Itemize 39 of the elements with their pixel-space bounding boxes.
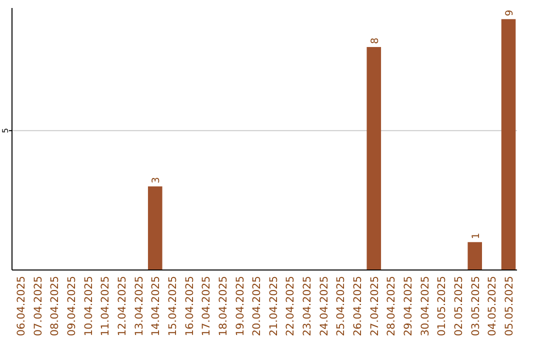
x-tick-label: 19.04.2025 xyxy=(234,276,246,336)
bar xyxy=(468,242,482,270)
x-tick-label: 17.04.2025 xyxy=(200,276,213,336)
x-tick-label: 27.04.2025 xyxy=(368,276,381,336)
x-tick-label: 01.05.2025 xyxy=(436,276,448,336)
x-tick-label: 24.04.2025 xyxy=(318,276,330,336)
x-tick-label: 02.05.2025 xyxy=(453,276,466,336)
bar xyxy=(501,19,516,270)
x-tick-label: 08.04.2025 xyxy=(49,276,62,336)
x-tick-label: 04.05.2025 xyxy=(486,276,499,336)
x-tick-label: 21.04.2025 xyxy=(268,276,280,336)
data-label: 1 xyxy=(470,232,482,240)
x-tick-label: 11.04.2025 xyxy=(100,276,112,336)
x-tick-label: 20.04.2025 xyxy=(251,276,264,336)
x-tick-label: 29.04.2025 xyxy=(402,276,415,336)
bar xyxy=(366,47,382,270)
x-tick-label: 12.04.2025 xyxy=(116,276,128,336)
x-tick-label: 10.04.2025 xyxy=(82,276,95,336)
x-tick-label: 30.04.2025 xyxy=(419,276,432,336)
x-tick-label: 09.04.2025 xyxy=(66,276,78,336)
x-tick-label: 26.04.2025 xyxy=(352,276,364,336)
x-tick-label: 06.04.2025 xyxy=(16,276,28,336)
x-tick-label: 16.04.2025 xyxy=(184,276,196,336)
x-tick-label: 23.04.2025 xyxy=(302,276,314,336)
x-tick-label: 15.04.2025 xyxy=(166,276,179,336)
bar xyxy=(148,186,162,270)
x-tick-label: 05.05.2025 xyxy=(504,276,516,336)
x-tick-label: 13.04.2025 xyxy=(133,276,146,336)
data-label: 8 xyxy=(370,38,381,44)
x-tick-label: 14.04.2025 xyxy=(150,276,162,336)
x-tick-label: 18.04.2025 xyxy=(217,276,230,336)
data-label: 3 xyxy=(151,177,162,184)
x-tick-label: 25.04.2025 xyxy=(335,276,348,336)
x-tick-label: 07.04.2025 xyxy=(32,276,44,336)
data-label: 9 xyxy=(504,10,516,16)
x-tick-label: 28.04.2025 xyxy=(386,276,398,336)
x-tick-label: 22.04.2025 xyxy=(284,276,297,336)
y-tick-label: 5 xyxy=(1,128,10,134)
x-tick-label: 03.05.2025 xyxy=(470,276,482,336)
